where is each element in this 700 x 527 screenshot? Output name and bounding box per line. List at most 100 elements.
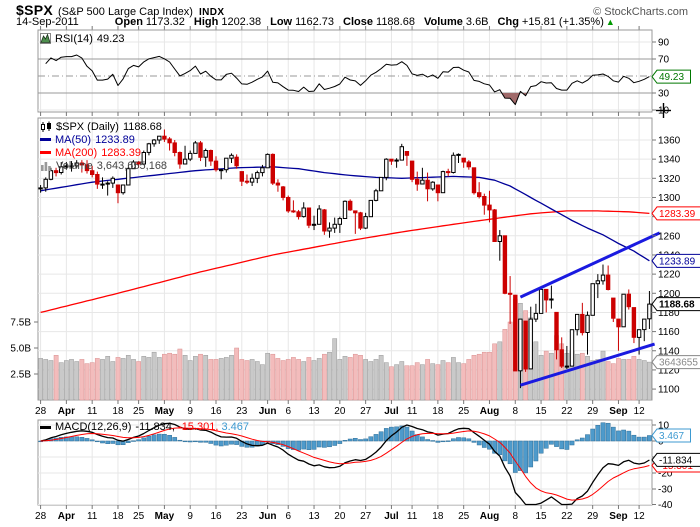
svg-text:90: 90 — [658, 38, 670, 49]
rsi-value-label-box: 49.23 — [651, 69, 691, 84]
line-swatch-icon — [40, 138, 51, 141]
svg-text:7.5B: 7.5B — [10, 318, 31, 329]
field-value-high: 1202.38 — [221, 16, 262, 28]
stockcharts-credit: © StockCharts.com — [593, 6, 688, 18]
top-tick-strip — [40, 26, 640, 30]
macd-line — [40, 422, 650, 506]
svg-text:20: 20 — [334, 511, 346, 522]
svg-text:22: 22 — [561, 406, 573, 417]
svg-text:1233.89: 1233.89 — [659, 256, 696, 267]
svg-text:Aug: Aug — [480, 406, 499, 417]
svg-text:8: 8 — [512, 406, 518, 417]
svg-text:1188.68: 1188.68 — [659, 300, 695, 311]
svg-text:23: 23 — [236, 406, 248, 417]
svg-text:1340: 1340 — [658, 155, 681, 166]
header-quote-row: 14-Sep-2011 Open 1173.32 High 1202.38 Low 116… — [16, 16, 688, 28]
quote-field: Chg +15.81 (+1.35%) — [498, 16, 604, 28]
x-axis-labels-macd: 28 Apr 11 18 25 May 9 16 23 Jun 6 13 20 27 Jul 11 18 25 Au… — [35, 511, 645, 522]
rsi-legend-value: 49.23 — [96, 32, 125, 45]
quote-field: Open 1173.32 — [115, 16, 185, 28]
legend-value: 3,643,655,168 — [96, 159, 168, 172]
svg-text:1320: 1320 — [658, 174, 681, 185]
svg-text:1260: 1260 — [658, 231, 681, 242]
field-label-low: Low — [270, 16, 293, 28]
svg-text:-40: -40 — [658, 500, 673, 511]
field-label-open: Open — [114, 16, 143, 28]
svg-text:70: 70 — [658, 55, 670, 66]
area-chart-icon — [40, 33, 51, 44]
svg-text:11: 11 — [407, 406, 418, 417]
symbol-exchange: INDX — [198, 7, 225, 18]
svg-text:May: May — [155, 406, 175, 417]
field-label-chg: Chg — [497, 16, 519, 28]
trendline-channel — [519, 231, 661, 387]
svg-text:1220: 1220 — [658, 270, 681, 281]
macd-legend: MACD(12,26,9) -11.834, -15.301, 3.467 — [40, 421, 249, 433]
legend-row-ma-200-: MA(200) 1283.39 — [40, 146, 167, 159]
field-value-open: 1173.32 — [145, 16, 185, 28]
svg-text:49.23: 49.23 — [659, 72, 684, 83]
legend-row-ma-50-: MA(50) 1233.89 — [40, 133, 167, 146]
rsi-panel: 9070301049.23 — [37, 29, 691, 117]
legend-value: 1188.68 — [122, 120, 162, 133]
volume-bars-icon — [40, 160, 52, 171]
svg-text:3643655: 3643655 — [659, 358, 698, 369]
quote-field: Volume 3.6B — [424, 16, 489, 28]
svg-text:5.0B: 5.0B — [10, 344, 31, 355]
macd-legend-value: -15.301, — [178, 421, 222, 433]
candlesticks — [38, 129, 652, 389]
svg-text:29: 29 — [587, 406, 599, 417]
svg-text:12: 12 — [634, 406, 646, 417]
quote-field: High 1202.38 — [194, 16, 261, 28]
change-up-triangle-icon: ▲ — [605, 17, 615, 27]
svg-text:29: 29 — [587, 511, 599, 522]
svg-text:2.5B: 2.5B — [10, 370, 31, 381]
svg-text:27: 27 — [360, 406, 372, 417]
svg-text:-30: -30 — [658, 485, 673, 496]
svg-text:25: 25 — [458, 511, 470, 522]
svg-text:1283.39: 1283.39 — [659, 209, 696, 220]
svg-text:May: May — [155, 511, 175, 522]
svg-text:-11.834: -11.834 — [659, 455, 693, 466]
svg-text:15: 15 — [536, 406, 548, 417]
svg-text:28: 28 — [35, 511, 47, 522]
svg-text:1180: 1180 — [658, 308, 680, 319]
svg-text:16: 16 — [210, 406, 222, 417]
left-axis-volume: 7.5B 5.0B 2.5B — [10, 318, 38, 381]
header-symbol-row: $SPX (S&P 500 Large Cap Index) INDX © St… — [16, 2, 688, 18]
symbol-ticker: $SPX — [16, 2, 53, 18]
svg-text:Sep: Sep — [609, 511, 627, 522]
svg-text:-20: -20 — [658, 469, 673, 480]
svg-text:18: 18 — [112, 511, 124, 522]
svg-text:25: 25 — [133, 406, 145, 417]
svg-text:16: 16 — [210, 511, 222, 522]
rsi-legend-label: RSI(14) — [55, 32, 93, 45]
price-label-boxes: 1283.39 1233.89 3643655 1188.68 — [651, 206, 700, 370]
volume-bars — [38, 298, 652, 401]
svg-text:28: 28 — [35, 406, 47, 417]
svg-text:6: 6 — [285, 406, 291, 417]
macd-legend-value: 3.467 — [221, 421, 249, 433]
svg-text:20: 20 — [334, 406, 346, 417]
svg-text:Apr: Apr — [58, 511, 75, 522]
field-label-close: Close — [343, 16, 374, 28]
legend-label: MA(50) — [55, 133, 92, 146]
header-fields: Open 1173.32 High 1202.38 Low 1162.73 Close 118… — [115, 16, 604, 28]
field-value-low: 1162.73 — [295, 16, 335, 28]
quote-field: Close 1188.68 — [343, 16, 415, 28]
legend-row-volume: Volume 3,643,655,168 — [40, 159, 167, 172]
svg-text:1100: 1100 — [658, 385, 680, 396]
field-label-volume: Volume — [423, 16, 463, 28]
svg-text:18: 18 — [112, 406, 124, 417]
svg-text:13: 13 — [308, 406, 320, 417]
svg-text:30: 30 — [658, 89, 670, 100]
field-value-chg: +15.81 (+1.35%) — [521, 16, 604, 28]
quote-date: 14-Sep-2011 — [16, 16, 79, 28]
svg-text:Jul: Jul — [384, 406, 399, 417]
quote-field: Low 1162.73 — [270, 16, 334, 28]
legend-label: $SPX (Daily) — [56, 120, 119, 133]
svg-text:18: 18 — [432, 511, 444, 522]
svg-text:25: 25 — [133, 511, 145, 522]
